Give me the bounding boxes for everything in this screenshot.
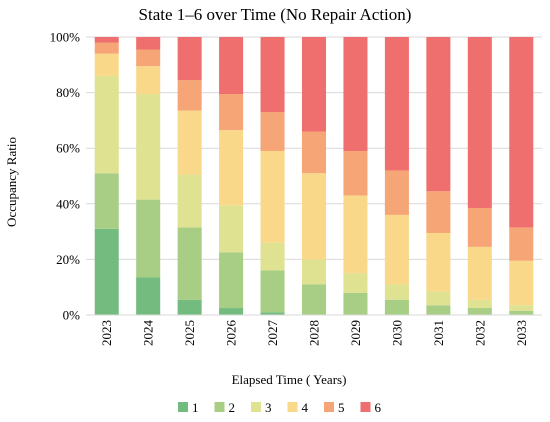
- bar-segment-2026-state-5: [219, 93, 244, 131]
- legend-label-3: 3: [265, 400, 272, 415]
- bar-segment-2028-state-6: [301, 37, 327, 132]
- bar-segment-2031-state-5: [426, 191, 451, 233]
- bar-segment-2024-state-4: [136, 66, 161, 94]
- x-tick-label: 2023: [99, 320, 114, 346]
- bar-segment-2030-state-3: [384, 284, 409, 300]
- bar-segment-2033-state-3: [509, 305, 534, 311]
- bar-segment-2023-state-5: [94, 42, 119, 54]
- bar-segment-2030-state-5: [384, 170, 409, 215]
- bar-segment-2029-state-6: [343, 37, 368, 151]
- bar-segment-2026-state-1: [219, 308, 244, 315]
- bar-segment-2029-state-4: [343, 195, 368, 274]
- bar-segment-2028-state-2: [301, 284, 327, 315]
- bar-segment-2028-state-5: [301, 131, 327, 174]
- x-tick-label: 2031: [431, 320, 446, 346]
- legend-swatch-3: [251, 402, 261, 412]
- bar-segment-2029-state-3: [343, 273, 368, 293]
- bar-segment-2027-state-5: [260, 112, 285, 151]
- x-tick-label: 2032: [472, 320, 487, 346]
- legend-label-2: 2: [229, 400, 236, 415]
- legend-swatch-6: [360, 402, 371, 412]
- bar-segment-2033-state-4: [509, 260, 534, 306]
- bar-segment-2032-state-4: [467, 246, 492, 300]
- legend-label-1: 1: [192, 400, 199, 415]
- y-tick-label: 100%: [50, 30, 81, 45]
- bar-segment-2023-state-2: [94, 173, 119, 229]
- bar-segment-2033-state-2: [509, 310, 534, 315]
- bar-segment-2023-state-6: [94, 37, 119, 43]
- bar-segment-2032-state-2: [467, 308, 492, 315]
- bar-segment-2025-state-4: [177, 110, 202, 175]
- legend-label-6: 6: [375, 400, 382, 415]
- x-tick-label: 2024: [141, 320, 156, 347]
- bar-segment-2032-state-3: [467, 299, 492, 309]
- bar-segment-2027-state-1: [260, 312, 285, 315]
- bar-segment-2031-state-3: [426, 291, 451, 306]
- bar-segment-2031-state-2: [426, 305, 451, 315]
- y-tick-label: 40%: [56, 196, 80, 211]
- legend-label-5: 5: [338, 400, 345, 415]
- x-tick-label: 2027: [265, 320, 280, 347]
- bar-segment-2030-state-4: [384, 214, 409, 285]
- bar-segment-2030-state-6: [384, 37, 409, 171]
- legend-swatch-5: [324, 402, 334, 412]
- legend: 1 2 3 4 5 6: [178, 400, 382, 415]
- legend-swatch-2: [214, 402, 225, 412]
- bar-segment-2029-state-5: [343, 150, 368, 196]
- bar-segment-2033-state-6: [509, 37, 534, 228]
- bar-segment-2032-state-6: [467, 37, 492, 208]
- bar-segment-2025-state-5: [177, 80, 202, 111]
- bar-segment-2028-state-4: [301, 173, 327, 260]
- bar-segment-2024-state-6: [136, 37, 161, 50]
- bar-segment-2023-state-3: [94, 75, 119, 174]
- bar-segment-2026-state-4: [219, 130, 244, 206]
- y-axis-ticks: 0% 20% 40% 60% 80% 100%: [50, 30, 81, 323]
- bar-segment-2026-state-6: [219, 37, 244, 94]
- legend-swatch-4: [287, 402, 298, 412]
- bar-segment-2023-state-4: [94, 53, 119, 76]
- bar-segment-2024-state-1: [136, 277, 161, 315]
- bar-segment-2032-state-5: [467, 207, 492, 247]
- x-axis-label: Elapsed Time ( Years): [232, 372, 347, 387]
- bar-segment-2026-state-2: [219, 252, 244, 309]
- bar-segment-2029-state-2: [343, 292, 368, 315]
- bar-segment-2025-state-1: [177, 299, 202, 315]
- bars: [94, 37, 534, 315]
- bar-segment-2030-state-2: [384, 299, 409, 315]
- y-tick-label: 80%: [56, 85, 80, 100]
- x-tick-label: 2026: [224, 320, 239, 347]
- x-tick-label: 2028: [307, 320, 322, 346]
- bar-segment-2028-state-3: [301, 259, 327, 285]
- bar-segment-2023-state-1: [94, 228, 119, 315]
- bar-segment-2024-state-2: [136, 199, 161, 278]
- x-tick-label: 2025: [182, 320, 197, 346]
- legend-label-4: 4: [302, 400, 309, 415]
- legend-swatch-1: [178, 402, 188, 412]
- y-tick-label: 60%: [56, 141, 80, 156]
- bar-segment-2031-state-6: [426, 37, 451, 192]
- bar-segment-2027-state-4: [260, 150, 285, 243]
- y-axis-label: Occupancy Ratio: [4, 137, 19, 227]
- bar-segment-2027-state-2: [260, 270, 285, 313]
- bar-segment-2027-state-6: [260, 37, 285, 113]
- bar-segment-2024-state-5: [136, 49, 161, 67]
- x-axis-ticks: 2023 2024 2025 2026 2027 2028 2029 2030 2031 2032…: [99, 320, 529, 347]
- chart-title: State 1–6 over Time (No Repair Action): [139, 5, 412, 24]
- y-tick-label: 20%: [56, 252, 80, 267]
- bar-segment-2027-state-3: [260, 242, 285, 271]
- x-tick-label: 2030: [389, 320, 404, 346]
- bar-segment-2025-state-6: [177, 37, 202, 81]
- x-tick-label: 2033: [514, 320, 529, 346]
- bar-segment-2033-state-5: [509, 227, 534, 261]
- bar-segment-2026-state-3: [219, 205, 244, 253]
- bar-segment-2025-state-2: [177, 227, 202, 300]
- bar-segment-2031-state-4: [426, 232, 451, 292]
- y-tick-label: 0%: [63, 308, 81, 323]
- bar-segment-2025-state-3: [177, 174, 202, 228]
- x-tick-label: 2029: [348, 320, 363, 346]
- bar-segment-2024-state-3: [136, 93, 161, 200]
